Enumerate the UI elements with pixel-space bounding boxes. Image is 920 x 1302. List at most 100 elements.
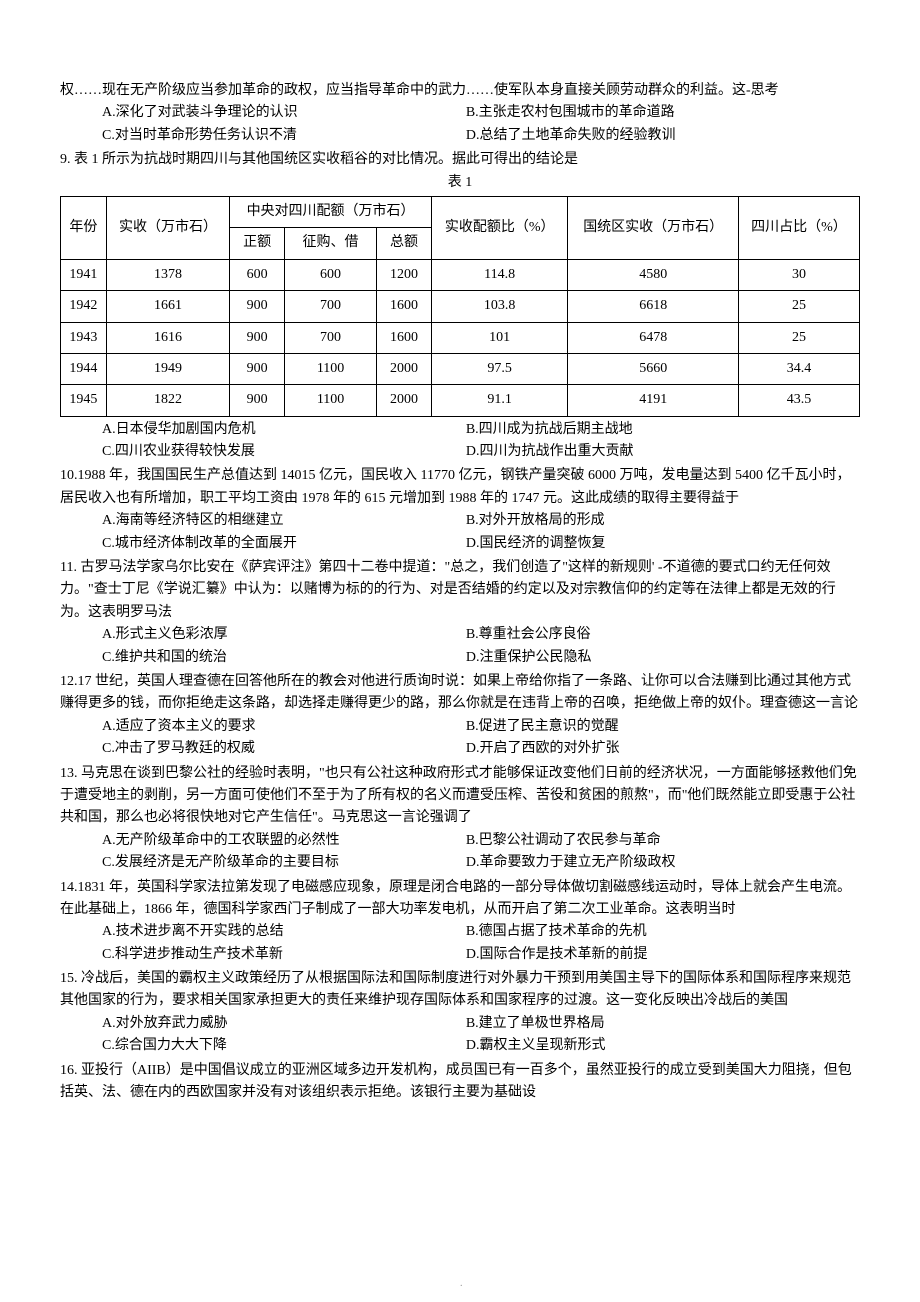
q12-option-d[interactable]: D.开启了西欧的对外扩张: [466, 738, 860, 760]
q9-options-row1: A.日本侵华加剧国内危机 B.四川成为抗战后期主战地: [60, 419, 860, 441]
cell: 900: [230, 291, 285, 322]
cell: 25: [738, 322, 859, 353]
q10-stem: 10.1988 年，我国国民生产总值达到 14015 亿元，国民收入 11770…: [60, 465, 860, 510]
q12-options-row2: C.冲击了罗马教廷的权威 D.开启了西欧的对外扩张: [60, 738, 860, 760]
table-row: 1943 1616 900 700 1600 101 6478 25: [61, 322, 860, 353]
cell: 1943: [61, 322, 107, 353]
q13-option-d[interactable]: D.革命要致力于建立无产阶级政权: [466, 852, 860, 874]
q15-option-b[interactable]: B.建立了单极世界格局: [466, 1013, 860, 1035]
q15-option-a[interactable]: A.对外放弃武力威胁: [102, 1013, 466, 1035]
q10-option-c[interactable]: C.城市经济体制改革的全面展开: [102, 533, 466, 555]
table-row: 1945 1822 900 1100 2000 91.1 4191 43.5: [61, 385, 860, 416]
q8-option-d[interactable]: D.总结了土地革命失败的经验教训: [466, 125, 860, 147]
q8-options-row2: C.对当时革命形势任务认识不清 D.总结了土地革命失败的经验教训: [60, 125, 860, 147]
cell: 900: [230, 322, 285, 353]
q13-stem: 13. 马克思在谈到巴黎公社的经验时表明，"也只有公社这种政府形式才能够保证改变…: [60, 763, 860, 830]
q12-option-a[interactable]: A.适应了资本主义的要求: [102, 716, 466, 738]
cell: 30: [738, 259, 859, 290]
cell: 2000: [377, 385, 432, 416]
cell: 6618: [568, 291, 738, 322]
q14-options-row2: C.科学进步推动生产技术革新 D.国际合作是技术革新的前提: [60, 944, 860, 966]
q9-th-zhenggou: 征购、借: [285, 228, 377, 259]
cell: 34.4: [738, 353, 859, 384]
cell: 43.5: [738, 385, 859, 416]
q8-option-a[interactable]: A.深化了对武装斗争理论的认识: [102, 102, 466, 124]
q12-option-b[interactable]: B.促进了民主意识的觉醒: [466, 716, 860, 738]
q9-table-caption: 表 1: [60, 172, 860, 194]
q14-option-c[interactable]: C.科学进步推动生产技术革新: [102, 944, 466, 966]
q12-option-c[interactable]: C.冲击了罗马教廷的权威: [102, 738, 466, 760]
q9-th-zheng: 正额: [230, 228, 285, 259]
q8-options-row1: A.深化了对武装斗争理论的认识 B.主张走农村包围城市的革命道路: [60, 102, 860, 124]
q10-option-d[interactable]: D.国民经济的调整恢复: [466, 533, 860, 555]
cell: 1616: [106, 322, 230, 353]
q9-stem: 9. 表 1 所示为抗战时期四川与其他国统区实收稻谷的对比情况。据此可得出的结论…: [60, 149, 860, 171]
q9-option-b[interactable]: B.四川成为抗战后期主战地: [466, 419, 860, 441]
cell: 1822: [106, 385, 230, 416]
cell: 6478: [568, 322, 738, 353]
cell: 25: [738, 291, 859, 322]
table-row: 1942 1661 900 700 1600 103.8 6618 25: [61, 291, 860, 322]
q10-option-b[interactable]: B.对外开放格局的形成: [466, 510, 860, 532]
cell: 1378: [106, 259, 230, 290]
q8-option-b[interactable]: B.主张走农村包围城市的革命道路: [466, 102, 860, 124]
q14-option-b[interactable]: B.德国占据了技术革命的先机: [466, 921, 860, 943]
cell: 1600: [377, 322, 432, 353]
cell: 101: [431, 322, 568, 353]
q9-table: 年份 实收（万市石） 中央对四川配额（万市石） 实收配额比（%） 国统区实收（万…: [60, 196, 860, 417]
table-row: 1941 1378 600 600 1200 114.8 4580 30: [61, 259, 860, 290]
cell: 91.1: [431, 385, 568, 416]
q11-option-d[interactable]: D.注重保护公民隐私: [466, 647, 860, 669]
cell: 5660: [568, 353, 738, 384]
q9-th-central: 中央对四川配额（万市石）: [230, 196, 432, 227]
q11-option-b[interactable]: B.尊重社会公序良俗: [466, 624, 860, 646]
q15-options-row1: A.对外放弃武力威胁 B.建立了单极世界格局: [60, 1013, 860, 1035]
q8-continuation: 权……现在无产阶级应当参加革命的政权，应当指导革命中的武力……使军队本身直接关顾…: [60, 80, 860, 102]
cell: 1600: [377, 291, 432, 322]
q15-stem: 15. 冷战后，美国的霸权主义政策经历了从根据国际法和国际制度进行对外暴力干预到…: [60, 968, 860, 1013]
q16-stem: 16. 亚投行（AIIB）是中国倡议成立的亚洲区域多边开发机构，成员国已有一百多…: [60, 1060, 860, 1105]
cell: 600: [285, 259, 377, 290]
q13-option-c[interactable]: C.发展经济是无产阶级革命的主要目标: [102, 852, 466, 874]
q15-options-row2: C.综合国力大大下降 D.霸权主义呈现新形式: [60, 1035, 860, 1057]
cell: 1661: [106, 291, 230, 322]
q11-option-c[interactable]: C.维护共和国的统治: [102, 647, 466, 669]
q10-option-a[interactable]: A.海南等经济特区的相继建立: [102, 510, 466, 532]
q11-stem: 11. 古罗马法学家乌尔比安在《萨宾评注》第四十二卷中提道："总之，我们创造了"…: [60, 557, 860, 624]
cell: 900: [230, 385, 285, 416]
cell: 103.8: [431, 291, 568, 322]
q13-options-row1: A.无产阶级革命中的工农联盟的必然性 B.巴黎公社调动了农民参与革命: [60, 830, 860, 852]
cell: 600: [230, 259, 285, 290]
q11-options-row1: A.形式主义色彩浓厚 B.尊重社会公序良俗: [60, 624, 860, 646]
cell: 700: [285, 322, 377, 353]
cell: 1942: [61, 291, 107, 322]
q11-option-a[interactable]: A.形式主义色彩浓厚: [102, 624, 466, 646]
q14-option-d[interactable]: D.国际合作是技术革新的前提: [466, 944, 860, 966]
cell: 1945: [61, 385, 107, 416]
q9-th-ratio: 实收配额比（%）: [431, 196, 568, 259]
q9-th-guotong: 国统区实收（万市石）: [568, 196, 738, 259]
cell: 1200: [377, 259, 432, 290]
q8-option-c[interactable]: C.对当时革命形势任务认识不清: [102, 125, 466, 147]
cell: 2000: [377, 353, 432, 384]
q9-header-row1: 年份 实收（万市石） 中央对四川配额（万市石） 实收配额比（%） 国统区实收（万…: [61, 196, 860, 227]
q13-options-row2: C.发展经济是无产阶级革命的主要目标 D.革命要致力于建立无产阶级政权: [60, 852, 860, 874]
q14-options-row1: A.技术进步离不开实践的总结 B.德国占据了技术革命的先机: [60, 921, 860, 943]
q13-option-a[interactable]: A.无产阶级革命中的工农联盟的必然性: [102, 830, 466, 852]
q15-option-c[interactable]: C.综合国力大大下降: [102, 1035, 466, 1057]
cell: 4580: [568, 259, 738, 290]
q13-option-b[interactable]: B.巴黎公社调动了农民参与革命: [466, 830, 860, 852]
cell: 1100: [285, 353, 377, 384]
q15-option-d[interactable]: D.霸权主义呈现新形式: [466, 1035, 860, 1057]
q12-options-row1: A.适应了资本主义的要求 B.促进了民主意识的觉醒: [60, 716, 860, 738]
cell: 97.5: [431, 353, 568, 384]
q14-option-a[interactable]: A.技术进步离不开实践的总结: [102, 921, 466, 943]
cell: 4191: [568, 385, 738, 416]
q9-option-a[interactable]: A.日本侵华加剧国内危机: [102, 419, 466, 441]
q9-th-sichuan: 四川占比（%）: [738, 196, 859, 259]
q9-option-c[interactable]: C.四川农业获得较快发展: [102, 441, 466, 463]
q9-th-shishou: 实收（万市石）: [106, 196, 230, 259]
q11-options-row2: C.维护共和国的统治 D.注重保护公民隐私: [60, 647, 860, 669]
q12-stem: 12.17 世纪，英国人理查德在回答他所在的教会对他进行质询时说：如果上帝给你指…: [60, 671, 860, 716]
q9-option-d[interactable]: D.四川为抗战作出重大贡献: [466, 441, 860, 463]
